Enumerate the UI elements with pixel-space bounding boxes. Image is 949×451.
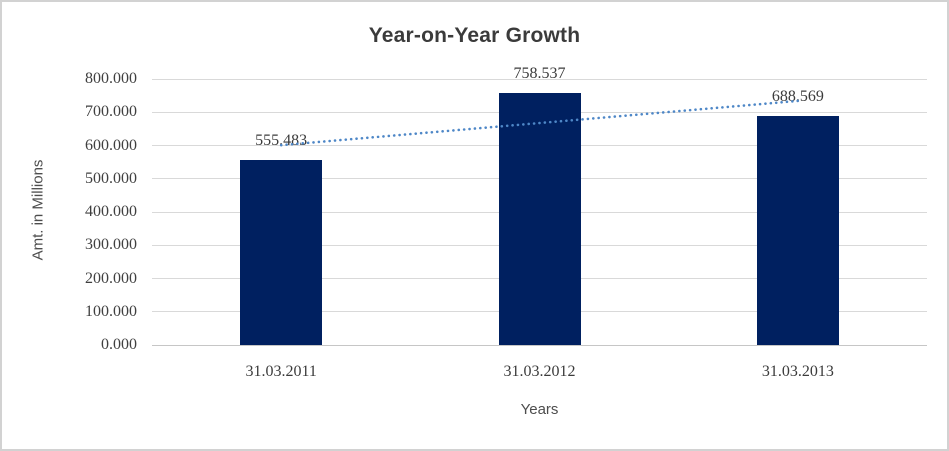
y-tick-label: 400.000 (85, 203, 137, 220)
x-axis-title: Years (520, 401, 559, 418)
y-tick-label: 300.000 (85, 236, 137, 254)
x-tick-label: 31.03.2011 (245, 363, 317, 380)
y-tick-label: 500.000 (85, 169, 137, 187)
y-tick-label: 600.000 (85, 136, 137, 154)
y-tick-label: 800.000 (85, 70, 137, 87)
trendline (279, 99, 800, 147)
x-tick-label: 31.03.2013 (761, 363, 834, 380)
y-tick-label: 100.000 (85, 302, 137, 320)
trendline-layer (279, 99, 800, 147)
data-label: 688.569 (771, 88, 824, 106)
bar (756, 116, 839, 345)
x-tick-label: 31.03.2012 (503, 363, 576, 380)
bar (240, 160, 323, 345)
y-gridline (152, 78, 927, 80)
data-label: 758.537 (513, 64, 566, 82)
y-tick-label: 0.000 (101, 336, 137, 353)
x-axis-line (152, 345, 927, 346)
chart-title: Year-on-Year Growth (368, 24, 581, 47)
y-tick-label: 200.000 (85, 269, 137, 287)
plot-area: 0.000 100.000 200.000 300.000 400.000 500.000… (85, 65, 927, 380)
bar (498, 92, 581, 345)
data-label: 555.483 (255, 132, 308, 150)
y-tick-label: 700.000 (85, 103, 137, 121)
y-axis-title: Amt. in Millions (29, 159, 47, 261)
